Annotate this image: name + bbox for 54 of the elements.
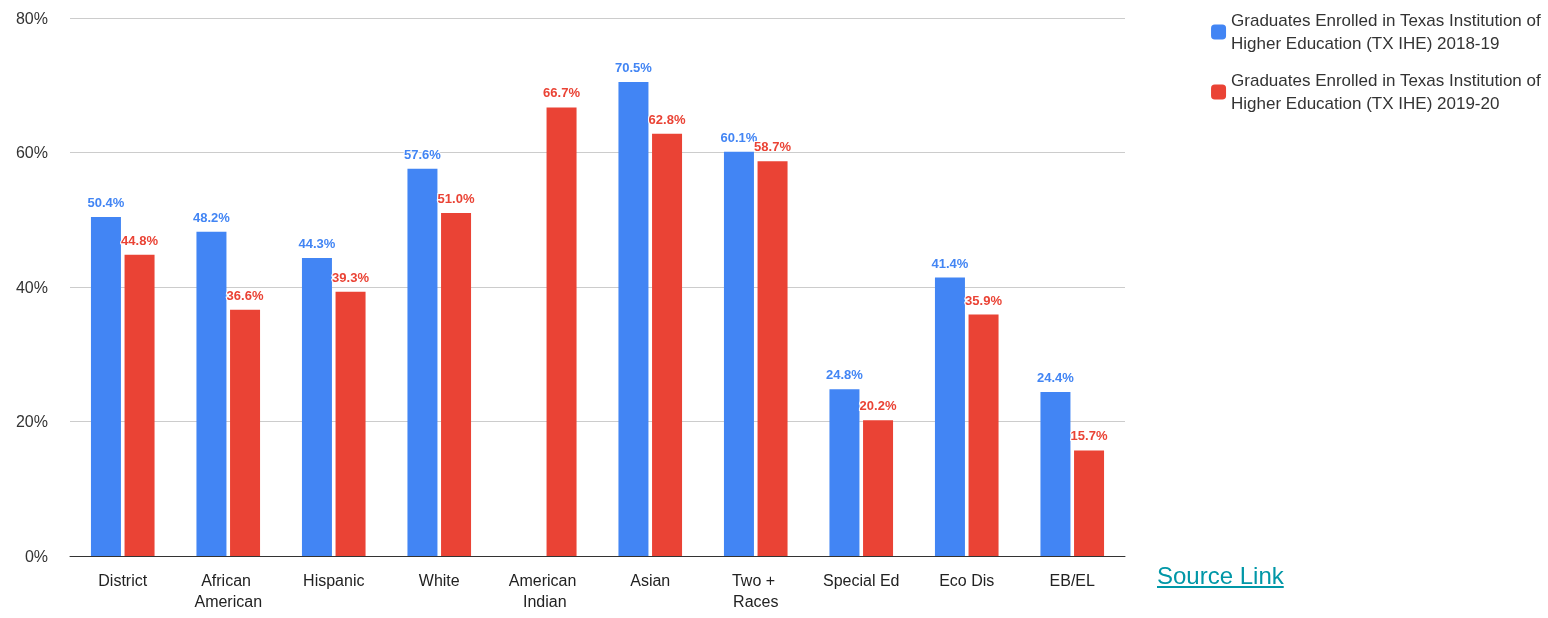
bar <box>441 213 472 556</box>
bar <box>546 107 577 556</box>
data-label: 44.8% <box>121 232 159 248</box>
x-tick-label: American Indian <box>508 572 581 610</box>
data-label: 36.6% <box>226 287 264 303</box>
x-tick-label: District <box>98 572 148 589</box>
x-tick-label: EB/EL <box>1049 572 1096 589</box>
data-label: 44.3% <box>298 236 336 252</box>
data-label: 20.2% <box>859 398 897 414</box>
data-label: 48.2% <box>193 209 231 225</box>
bar <box>90 217 121 556</box>
data-label: 51.0% <box>437 191 475 207</box>
data-label: 15.7% <box>1070 428 1108 444</box>
data-label: 24.8% <box>826 367 864 383</box>
x-tick-label: Eco Dis <box>939 572 995 589</box>
x-tick-label: White <box>418 572 460 589</box>
y-tick-label: 60% <box>15 144 48 161</box>
bar <box>863 420 894 556</box>
bar <box>723 151 754 556</box>
data-label: 57.6% <box>404 146 442 162</box>
data-label: 39.3% <box>332 269 370 285</box>
x-tick-label: African American <box>194 572 263 610</box>
data-label: 24.4% <box>1037 369 1075 385</box>
data-label: 62.8% <box>648 111 686 127</box>
bar <box>652 133 683 556</box>
y-tick-label: 40% <box>15 278 48 296</box>
data-label: 35.9% <box>965 292 1003 308</box>
y-tick-label: 20% <box>15 413 48 430</box>
data-label: 70.5% <box>615 59 653 75</box>
y-tick-label: 80% <box>15 9 48 27</box>
bar <box>618 81 649 556</box>
data-label: 50.4% <box>87 195 125 211</box>
bar <box>335 291 366 556</box>
x-tick-label: Asian <box>630 572 671 589</box>
bar <box>1040 391 1071 556</box>
bar <box>934 277 965 556</box>
bar <box>124 254 155 556</box>
x-tick-label: Two + Races <box>731 572 780 610</box>
y-tick-label: 0% <box>24 547 48 565</box>
bar <box>829 389 860 556</box>
bar <box>230 309 261 556</box>
bar <box>196 231 227 556</box>
data-label: 41.4% <box>931 255 969 271</box>
source-note: Source Link <box>1157 562 1284 590</box>
bar <box>1074 450 1105 556</box>
x-tick-label: Hispanic <box>303 572 365 589</box>
x-tick-label: Special Ed <box>823 572 900 589</box>
bar <box>757 161 788 556</box>
bar <box>968 314 999 556</box>
legend-label: Graduates Enrolled in Texas Institution of Higher Education (TX IHE) 2018-19 <box>1231 11 1541 53</box>
data-label: 66.7% <box>543 85 581 101</box>
bar <box>301 258 332 556</box>
legend-label: Graduates Enrolled in Texas Institution of Higher Education (TX IHE) 2019-20 <box>1231 71 1541 113</box>
bar <box>407 168 438 556</box>
